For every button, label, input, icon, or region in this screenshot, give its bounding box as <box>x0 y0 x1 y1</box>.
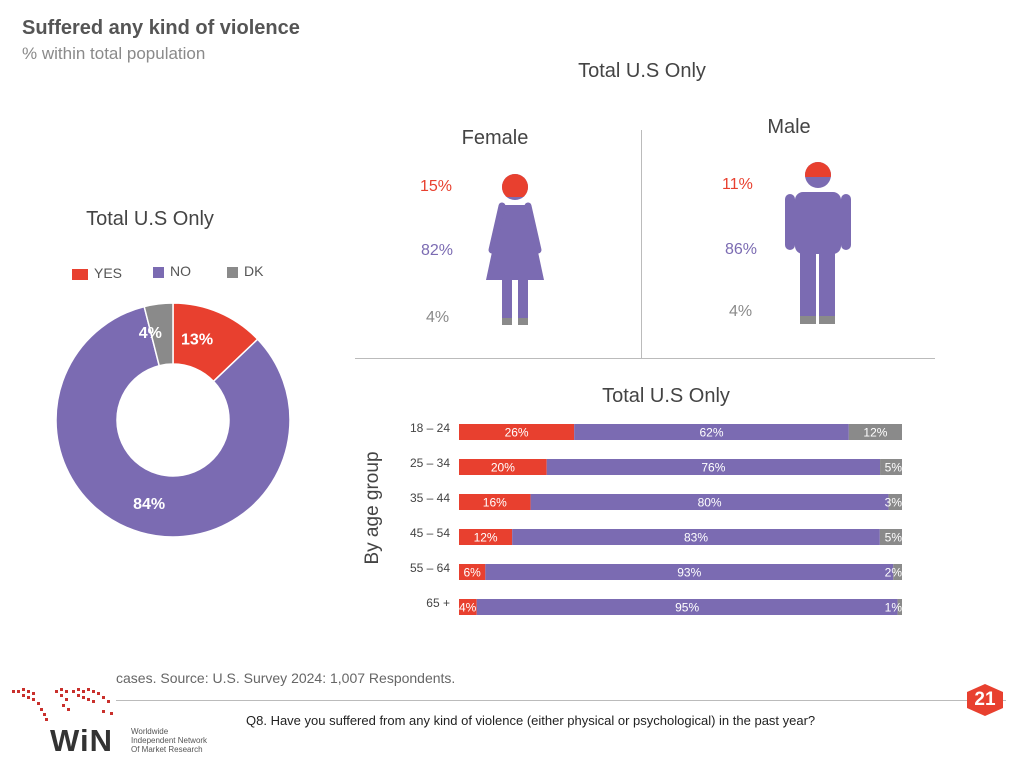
bar-value-label: 16% <box>483 496 507 510</box>
male-label: Male <box>767 116 811 138</box>
gender-divider-vertical <box>641 130 642 358</box>
donut-slice-no <box>55 305 291 538</box>
question-text: Q8. Have you suffered from any kind of v… <box>246 713 816 728</box>
bar-segment-no <box>546 459 881 475</box>
donut-title: Total U.S Only <box>86 208 214 230</box>
age-group-label: 35 – 44 <box>409 491 450 505</box>
female-label: Female <box>461 127 529 149</box>
bar-value-label: 80% <box>698 496 722 510</box>
bar-segment-yes <box>459 494 531 510</box>
page-subtitle: % within total population <box>22 44 206 63</box>
bar-value-label: 93% <box>677 566 701 580</box>
female-yes-value: 15% <box>420 178 453 195</box>
bar-value-label: 2% <box>885 566 903 580</box>
age-group-label: 45 – 54 <box>409 526 450 540</box>
bar-segment-dk <box>893 564 902 580</box>
stacked-bar-chart: 26% 62% 12% 20% 76% 5% 16% 80% 3% 12% 83% 5% 6% 93% 2%… <box>459 424 903 615</box>
win-logo-line-2: Independent Network <box>131 736 208 745</box>
legend-label-dk: DK <box>244 263 264 279</box>
win-logo-text: WiN <box>50 723 113 758</box>
donut-label-dk: 4% <box>139 325 162 342</box>
bar-value-label: 3% <box>885 496 903 510</box>
bar-value-label: 1% <box>885 601 903 615</box>
bar-value-label: 5% <box>885 531 903 545</box>
win-logo-line-1: Worldwide <box>131 727 169 736</box>
bar-segment-no <box>574 424 849 440</box>
bar-segment-dk <box>888 494 902 510</box>
bar-value-label: 95% <box>675 601 699 615</box>
win-logo-caption: Worldwide Independent Network Of Market … <box>131 727 207 754</box>
bar-segment-yes <box>459 529 513 545</box>
donut-slice-dk <box>143 302 174 367</box>
bar-value-label: 62% <box>699 426 723 440</box>
page-title: Suffered any kind of violence <box>22 17 300 39</box>
bar-segment-no <box>476 599 898 615</box>
bar-segment-dk <box>880 459 902 475</box>
legend-item-no: NO <box>153 263 191 279</box>
gender-divider-horizontal <box>355 358 935 359</box>
age-group-label: 18 – 24 <box>409 421 450 435</box>
bar-value-label: 6% <box>463 566 481 580</box>
female-figure-icon <box>486 174 544 325</box>
bar-segment-yes <box>459 424 575 440</box>
world-map-logo-icon <box>12 688 113 721</box>
donut-chart: 13% 84% 4% <box>55 302 291 538</box>
bar-chart-title: Total U.S Only <box>602 385 730 407</box>
legend-label-yes: YES <box>94 265 123 281</box>
female-dk-value: 4% <box>426 309 450 326</box>
age-group-label: 55 – 64 <box>409 561 450 575</box>
bar-segment-dk <box>879 529 902 545</box>
legend-swatch-yes <box>72 268 88 280</box>
legend-item-yes: YES <box>72 265 122 281</box>
bar-value-label: 83% <box>684 531 708 545</box>
legend-swatch-dk <box>227 266 238 278</box>
gender-panel-title: Total U.S Only <box>578 60 706 82</box>
bar-value-label: 20% <box>491 461 515 475</box>
bar-value-label: 26% <box>505 426 529 440</box>
footer-divider <box>116 700 1006 701</box>
male-no-value: 86% <box>725 241 758 258</box>
male-figure-icon <box>785 162 851 324</box>
bar-segment-yes <box>459 599 477 615</box>
bar-segment-no <box>485 564 894 580</box>
male-dk-value: 4% <box>729 303 753 320</box>
bar-value-label: 4% <box>459 601 477 615</box>
age-group-label: 65 + <box>426 596 450 610</box>
bar-value-label: 12% <box>863 426 887 440</box>
male-yes-value: 11% <box>722 176 753 193</box>
bar-segment-yes <box>459 459 547 475</box>
bar-value-label: 5% <box>885 461 903 475</box>
age-group-label: 25 – 34 <box>409 456 450 470</box>
source-note: cases. Source: U.S. Survey 2024: 1,007 R… <box>116 670 456 686</box>
page-number-badge: 21 <box>967 684 1003 716</box>
legend-swatch-no <box>153 266 164 278</box>
bar-segment-yes <box>459 564 486 580</box>
donut-label-yes: 13% <box>181 331 213 348</box>
legend-label-no: NO <box>170 263 191 279</box>
bar-segment-no <box>512 529 880 545</box>
bar-segment-dk <box>848 424 902 440</box>
bar-segment-dk <box>897 599 902 615</box>
bar-segment-no <box>530 494 889 510</box>
win-logo-line-3: Of Market Research <box>131 745 203 754</box>
bar-value-label: 76% <box>701 461 725 475</box>
legend-item-dk: DK <box>227 263 263 279</box>
bar-value-label: 12% <box>474 531 498 545</box>
female-no-value: 82% <box>421 242 454 259</box>
donut-label-no: 84% <box>133 496 165 513</box>
